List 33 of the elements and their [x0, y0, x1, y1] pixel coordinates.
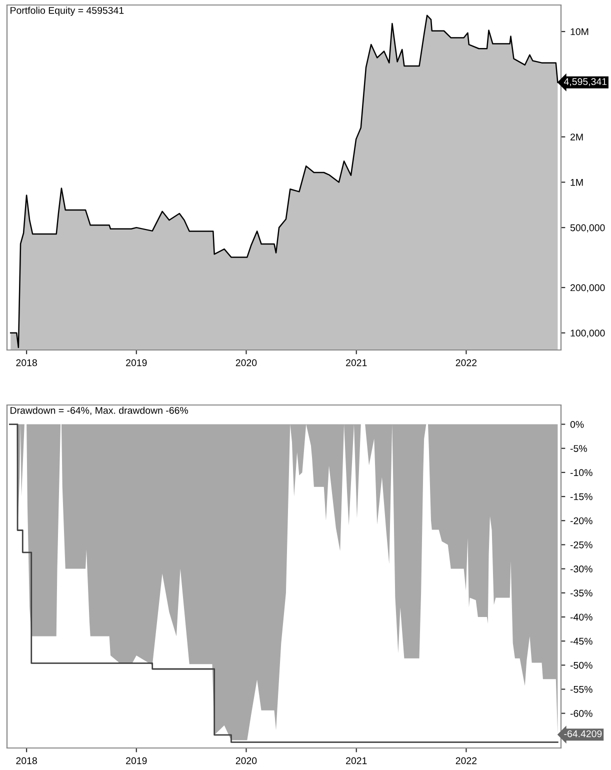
y-tick-label: 100,000 — [570, 330, 605, 338]
annotation: 4,595,341 — [564, 78, 607, 86]
y-tick-label: 1M — [570, 179, 583, 186]
x-tick-label: 2021 — [346, 359, 367, 366]
y-tick-label: -35% — [570, 590, 592, 596]
chart-title: Portfolio Equity = 4595341 — [10, 6, 124, 16]
x-tick-label: 2022 — [456, 359, 477, 366]
y-tick-label: 500,000 — [570, 224, 605, 232]
x-tick-label: 2018 — [16, 757, 37, 764]
y-tick-label: -25% — [570, 541, 592, 548]
y-tick-label: -15% — [570, 493, 592, 500]
x-tick-label: 2019 — [126, 757, 147, 764]
y-tick-label: -45% — [570, 638, 592, 645]
y-tick-label: -40% — [570, 614, 592, 621]
y-tick-label: -50% — [570, 662, 592, 669]
y-tick-label: 10M — [570, 28, 588, 36]
x-tick-label: 2022 — [456, 757, 477, 764]
x-tick-label: 2018 — [16, 359, 37, 366]
y-tick-label: -55% — [570, 686, 592, 693]
x-tick-label: 2019 — [126, 359, 147, 366]
y-tick-label: -5% — [570, 445, 587, 452]
x-tick-label: 2021 — [346, 757, 367, 764]
y-tick-label: -20% — [570, 517, 592, 524]
x-tick-label: 2020 — [236, 757, 257, 764]
y-tick-label: -60% — [570, 710, 592, 717]
y-tick-label: 2M — [570, 134, 583, 140]
x-tick-label: 2020 — [236, 359, 257, 366]
y-tick-label: -30% — [570, 566, 592, 572]
y-tick-label: -10% — [570, 469, 592, 476]
y-tick-label: 200,000 — [570, 284, 605, 292]
y-tick-label: 0% — [570, 421, 584, 428]
annotation: -64.4209 — [564, 730, 602, 738]
chart-title: Drawdown = -64%, Max. drawdown -66% — [10, 406, 188, 416]
